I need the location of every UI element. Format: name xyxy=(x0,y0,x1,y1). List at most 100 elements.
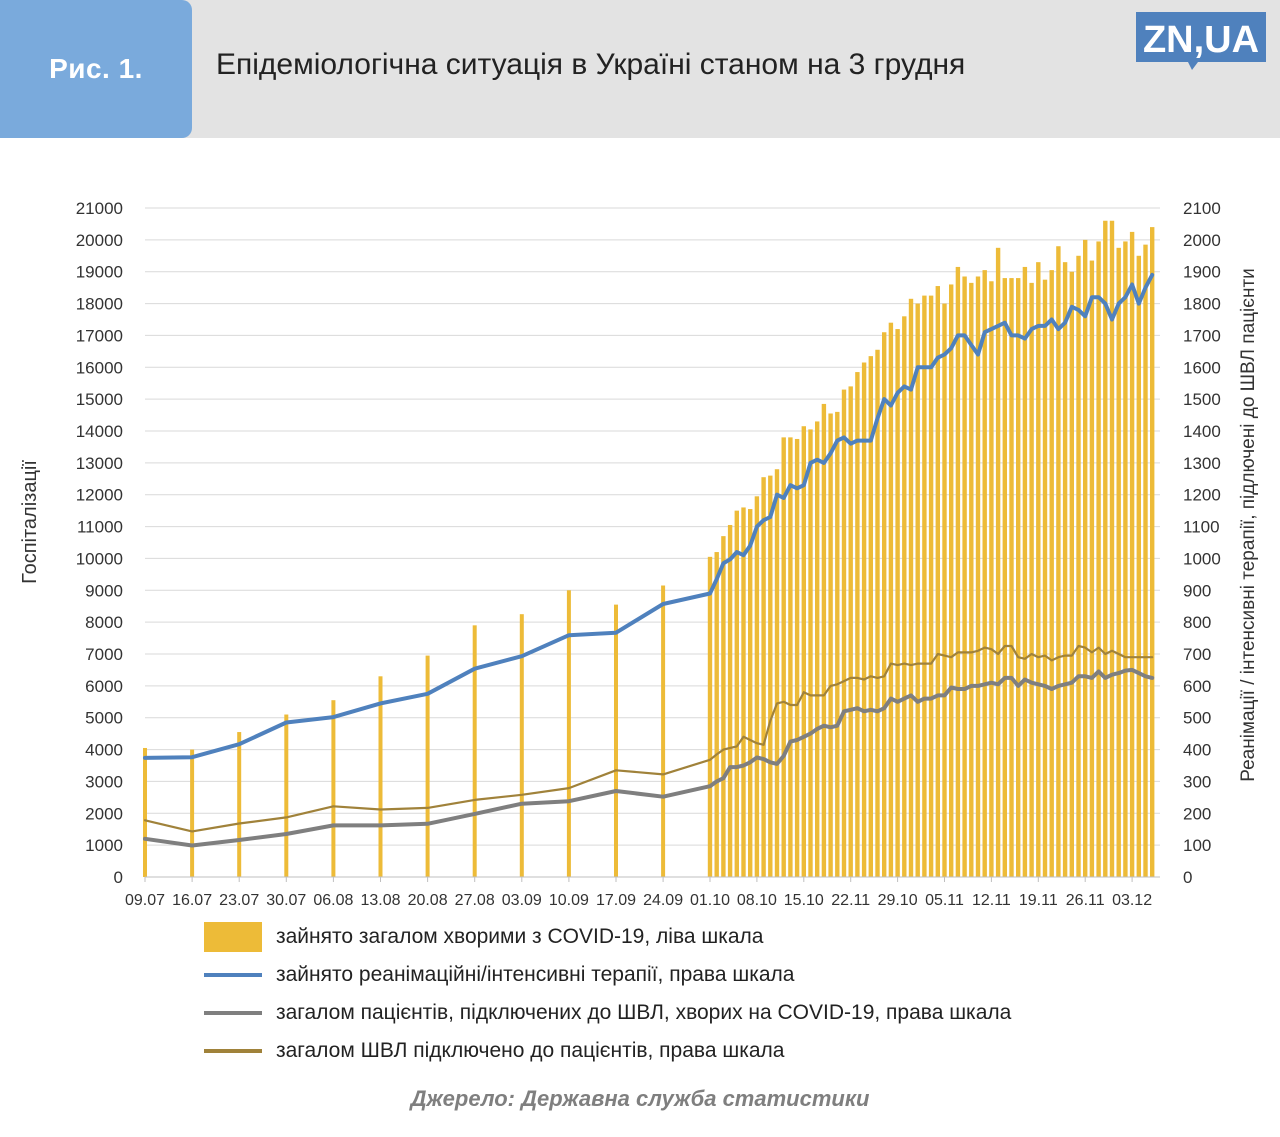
x-tick-label: 03.12 xyxy=(1112,892,1152,909)
x-tick-label: 09.07 xyxy=(125,892,165,909)
x-tick-label: 16.07 xyxy=(172,892,212,909)
y-tick-label-right: 100 xyxy=(1183,836,1211,855)
y-tick-label-left: 13000 xyxy=(76,454,123,473)
bar xyxy=(935,286,940,877)
x-tick-label: 05.11 xyxy=(925,892,964,909)
y-tick-label-left: 5000 xyxy=(85,709,123,728)
bar xyxy=(519,614,524,877)
bar xyxy=(425,655,430,877)
y-tick-label-left: 8000 xyxy=(85,613,123,632)
y-axis-label-left: Госпіталізації xyxy=(19,460,41,584)
bar xyxy=(714,552,719,877)
bar xyxy=(1056,246,1061,877)
zn-ua-logo: ZN,UA xyxy=(1136,12,1266,70)
bar xyxy=(472,625,477,877)
y-tick-label-right: 1700 xyxy=(1183,326,1221,345)
bar xyxy=(808,429,813,877)
y-tick-label-left: 14000 xyxy=(76,422,123,441)
line-series xyxy=(143,272,1155,848)
legend: зайнято загалом хворими з COVID-19, ліва… xyxy=(204,918,1164,1070)
bar xyxy=(922,295,927,877)
legend-label: загалом ШВЛ підключено до пацієнтів, пра… xyxy=(276,1039,785,1062)
bar xyxy=(754,496,760,877)
figure-label: Рис. 1. xyxy=(49,53,143,84)
x-tick-label: 27.08 xyxy=(455,892,495,909)
bar xyxy=(748,509,753,877)
legend-swatch-icu xyxy=(204,973,262,977)
bar xyxy=(902,316,907,877)
y-tick-label-left: 11000 xyxy=(77,518,123,537)
y-tick-label-left: 20000 xyxy=(76,231,123,250)
series-line-2 xyxy=(143,667,1155,848)
x-tick-label: 08.10 xyxy=(737,892,777,909)
x-tick-label: 20.08 xyxy=(408,892,448,909)
bar xyxy=(942,303,947,877)
bar xyxy=(143,747,147,877)
y-tick-label-right: 1600 xyxy=(1183,358,1221,377)
bar xyxy=(237,732,242,877)
legend-label: зайнято реанімаційні/інтенсивні терапії,… xyxy=(276,963,795,986)
y-tick-label-left: 16000 xyxy=(76,358,123,377)
x-tick-label: 10.09 xyxy=(549,892,589,909)
y-tick-label-left: 17000 xyxy=(76,326,123,345)
bar xyxy=(1036,262,1041,878)
bar xyxy=(908,298,914,877)
bar xyxy=(1062,262,1068,878)
y-tick-label-right: 900 xyxy=(1183,581,1211,600)
y-tick-label-left: 9000 xyxy=(85,581,123,600)
bar xyxy=(774,469,780,877)
bar xyxy=(1089,260,1095,877)
y-tick-label-right: 1000 xyxy=(1183,549,1221,568)
series-line-3 xyxy=(143,644,1154,833)
bar xyxy=(995,247,1001,878)
legend-label: зайнято загалом хворими з COVID-19, ліва… xyxy=(276,925,764,948)
x-tick-label: 15.10 xyxy=(784,892,824,909)
y-tick-label-left: 18000 xyxy=(76,295,123,314)
x-tick-label: 29.10 xyxy=(878,892,918,909)
x-tick-label: 22.11 xyxy=(831,892,870,909)
bar-series xyxy=(143,220,1155,878)
bar xyxy=(721,536,726,877)
x-tick-label: 23.07 xyxy=(219,892,259,909)
bar xyxy=(835,411,840,877)
bar xyxy=(875,349,880,877)
bar xyxy=(1109,220,1115,877)
bar xyxy=(982,270,987,877)
bar xyxy=(1009,278,1014,877)
y-tick-label-right: 500 xyxy=(1183,709,1211,728)
bar xyxy=(707,556,713,877)
y-tick-label-right: 1400 xyxy=(1183,422,1221,441)
y-tick-label-right: 0 xyxy=(1183,868,1192,887)
y-tick-label-right: 1900 xyxy=(1183,263,1221,282)
bar xyxy=(727,524,733,877)
y-tick-label-left: 15000 xyxy=(76,390,123,409)
y-tick-label-right: 2000 xyxy=(1183,231,1221,250)
bar xyxy=(949,284,954,877)
bar xyxy=(915,303,920,877)
bar xyxy=(661,585,666,877)
bar xyxy=(989,281,994,877)
bar xyxy=(741,507,746,877)
legend-item-vent-total: загалом ШВЛ підключено до пацієнтів, пра… xyxy=(204,1032,1164,1070)
bar xyxy=(841,389,847,877)
legend-item-hospitalized: зайнято загалом хворими з COVID-19, ліва… xyxy=(204,918,1164,956)
bar xyxy=(969,282,974,878)
y-tick-label-left: 10000 xyxy=(76,549,123,568)
bar xyxy=(1076,255,1081,877)
bar xyxy=(761,477,766,877)
y-tick-label-right: 1800 xyxy=(1183,295,1221,314)
y-tick-label-left: 12000 xyxy=(76,486,123,505)
bar xyxy=(801,426,806,877)
x-tick-label: 19.11 xyxy=(1019,892,1058,909)
x-tick-label: 17.09 xyxy=(596,892,636,909)
bar xyxy=(190,749,195,877)
y-tick-label-left: 7000 xyxy=(85,645,123,664)
y-tick-label-left: 4000 xyxy=(85,741,123,760)
y-tick-label-left: 0 xyxy=(114,868,123,887)
y-tick-label-left: 1000 xyxy=(85,836,123,855)
y-tick-label-right: 1300 xyxy=(1183,454,1221,473)
bar xyxy=(1042,279,1048,877)
x-tick-label: 03.09 xyxy=(502,892,542,909)
bar xyxy=(284,714,289,877)
legend-label: загалом пацієнтів, підключених до ШВЛ, х… xyxy=(276,1001,1012,1024)
